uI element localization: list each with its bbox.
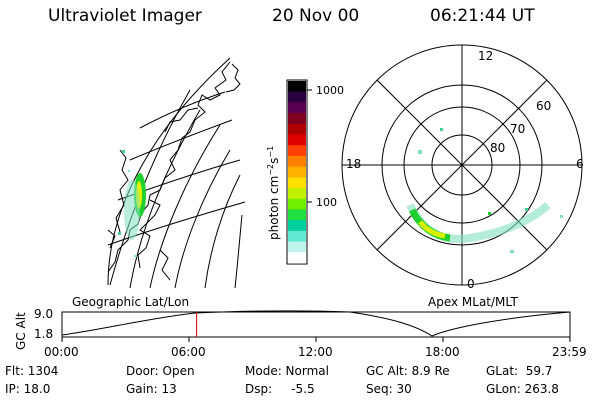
gain-value: Gain: 13 <box>126 382 177 396</box>
colorbar-band <box>288 177 306 189</box>
alt-tick-1-8: 1.8 <box>34 327 53 341</box>
mlt-label-0: 0 <box>467 277 475 291</box>
colorbar-band <box>288 230 306 243</box>
colorbar-band <box>288 134 306 146</box>
geographic-map <box>107 57 246 289</box>
mlat-label-70: 70 <box>510 122 525 136</box>
colorbar-band <box>288 155 306 168</box>
ip-value: IP: 18.0 <box>5 382 51 396</box>
glat-value: GLat: 59.7 <box>486 364 553 378</box>
time-tick-1200: 12:00 <box>298 345 333 359</box>
glon-value: GLon: 263.8 <box>486 382 559 396</box>
colorbar-band <box>288 220 306 232</box>
colorbar-band <box>288 102 306 114</box>
colorbar-band <box>288 113 306 125</box>
mlt-label-18: 18 <box>346 157 361 171</box>
mode-value: Mode: Normal <box>245 364 329 378</box>
time-tick-0600: 06:00 <box>171 345 206 359</box>
alt-tick-9: 9.0 <box>34 307 53 321</box>
orbit-timeline: GC Alt 9.0 1.8 00:00 06:00 12:00 18:00 2… <box>14 307 587 359</box>
colorbar-band <box>288 241 306 253</box>
colorbar-band <box>288 81 306 93</box>
mlt-label-6: 6 <box>576 157 584 171</box>
time-tick-0000: 00:00 <box>44 345 79 359</box>
seq-value: Seq: 30 <box>366 382 412 396</box>
colorbar-unit-label: photon cm−2s−1 <box>266 146 281 240</box>
polar-plot: 12 18 6 0 60 70 80 <box>341 44 584 291</box>
flight-number: Flt: 1304 <box>5 364 59 378</box>
colorbar-band <box>288 123 306 136</box>
gc-alt-axis-label: GC Alt <box>14 312 28 350</box>
dsp-value: Dsp: -5.5 <box>245 382 315 396</box>
colorbar-band <box>288 91 306 104</box>
colorbar-band <box>288 252 306 264</box>
colorbar-band <box>288 145 306 157</box>
colorbar-band <box>288 198 306 211</box>
colorbar-tick-100: 100 <box>316 196 337 209</box>
colorbar-band <box>288 166 306 178</box>
mlat-label-60: 60 <box>536 99 551 113</box>
colorbar-band <box>288 188 306 200</box>
apex-mlat-mlt-label: Apex MLat/MLT <box>428 295 518 309</box>
time-tick-2359: 23:59 <box>552 345 587 359</box>
gc-alt-value: GC Alt: 8.9 Re <box>366 364 450 378</box>
colorbar-tick-1000: 1000 <box>316 84 344 97</box>
time-display: 06:21:44 UT <box>430 6 535 26</box>
geographic-lat-lon-label: Geographic Lat/Lon <box>72 295 190 309</box>
date-display: 20 Nov 00 <box>272 6 360 26</box>
app-title: Ultraviolet Imager <box>48 6 202 26</box>
colorbar-band <box>288 209 306 221</box>
time-tick-1800: 18:00 <box>425 345 460 359</box>
door-status: Door: Open <box>126 364 195 378</box>
mlt-label-12: 12 <box>478 49 493 63</box>
mlat-label-80: 80 <box>490 141 505 155</box>
color-scale-bar: 1000 100 photon cm−2s−1 <box>266 79 344 265</box>
